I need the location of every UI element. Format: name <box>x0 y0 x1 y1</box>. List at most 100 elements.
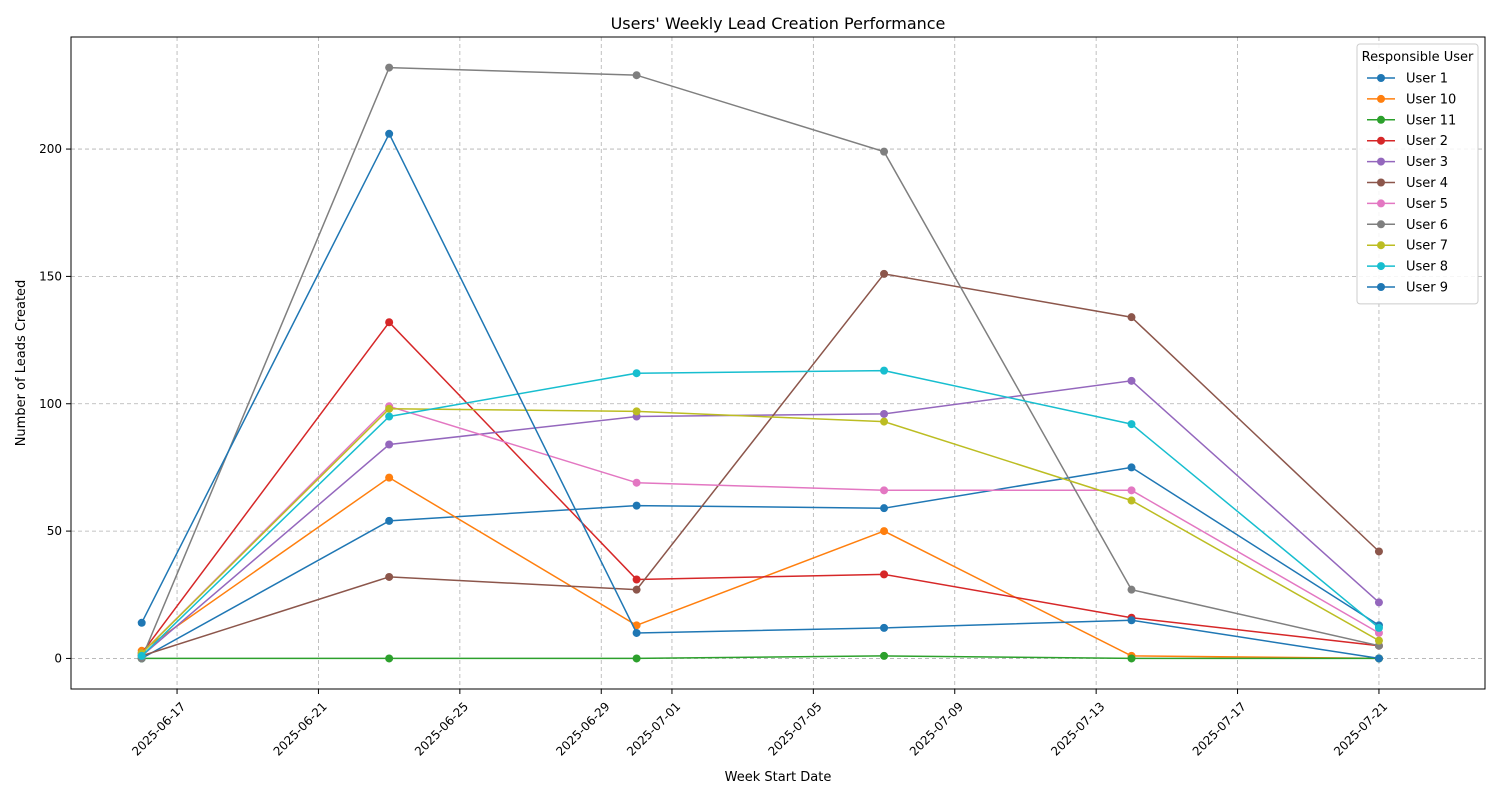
x-tick-label: 2025-07-05 <box>765 699 824 758</box>
data-point-user-11 <box>880 651 889 660</box>
x-tick-label: 2025-06-17 <box>129 699 188 758</box>
x-tick-label: 2025-07-01 <box>624 699 683 758</box>
series-line-user-8 <box>141 369 1380 657</box>
data-point-user-4 <box>1374 547 1383 556</box>
legend-item: User 3 <box>1367 155 1448 170</box>
legend-label: User 5 <box>1406 197 1448 212</box>
y-tick-label: 100 <box>39 397 62 411</box>
series-line-user-2 <box>141 321 1380 654</box>
data-point-user-10 <box>385 473 394 482</box>
data-point-user-11 <box>632 654 641 663</box>
data-point-user-4 <box>385 572 394 581</box>
legend-marker <box>1377 136 1385 145</box>
legend-marker <box>1377 157 1385 166</box>
data-point-user-9 <box>880 623 889 632</box>
x-axis-label: Week Start Date <box>725 770 832 785</box>
y-axis: 0 50 100 150 200 <box>39 142 71 665</box>
data-point-user-8 <box>137 651 146 660</box>
data-point-user-5 <box>880 486 889 495</box>
data-point-user-9 <box>1127 616 1136 625</box>
legend-item: User 10 <box>1367 92 1456 107</box>
legend-item: User 5 <box>1367 197 1448 212</box>
data-point-user-11 <box>385 654 394 663</box>
x-tick-label: 2025-06-25 <box>412 699 471 758</box>
legend-frame <box>1356 43 1479 305</box>
data-point-user-9 <box>137 618 146 627</box>
data-point-user-8 <box>385 412 394 421</box>
data-point-user-3 <box>385 440 394 449</box>
series-line-user-10 <box>141 476 1380 660</box>
data-point-user-3 <box>1374 598 1383 607</box>
x-tick-label: 2025-07-17 <box>1190 699 1249 758</box>
data-point-user-4 <box>632 585 641 594</box>
data-point-user-7 <box>1374 636 1383 645</box>
legend: Responsible User User 1 User 10 User 11 User… <box>1356 43 1479 305</box>
x-tick-label: 2025-07-13 <box>1048 699 1107 758</box>
legend-marker <box>1377 178 1385 187</box>
data-point-user-1 <box>880 504 889 513</box>
series-line-user-7 <box>141 408 1380 654</box>
data-point-user-10 <box>880 527 889 536</box>
legend-label: User 4 <box>1406 176 1448 191</box>
legend-item: User 6 <box>1367 218 1448 233</box>
series-line-user-6 <box>141 66 1380 659</box>
legend-title: Responsible User <box>1362 50 1474 65</box>
legend-item: User 4 <box>1367 176 1448 191</box>
data-point-user-5 <box>632 478 641 487</box>
data-point-user-7 <box>880 417 889 426</box>
data-point-user-4 <box>1127 313 1136 322</box>
series-user-6 <box>137 63 1383 663</box>
legend-label: User 6 <box>1406 218 1448 233</box>
legend-label: User 11 <box>1406 113 1456 128</box>
data-point-user-1 <box>385 516 394 525</box>
legend-item: User 9 <box>1367 281 1448 296</box>
data-point-user-6 <box>880 147 889 156</box>
series-line-user-3 <box>141 380 1380 657</box>
data-point-user-4 <box>880 269 889 278</box>
legend-marker <box>1377 241 1385 250</box>
x-tick-label: 2025-06-21 <box>271 699 330 758</box>
legend-label: User 9 <box>1406 281 1448 296</box>
data-point-user-9 <box>385 129 394 138</box>
data-point-user-1 <box>632 501 641 510</box>
x-tick-label: 2025-07-09 <box>907 699 966 758</box>
legend-label: User 10 <box>1406 92 1456 107</box>
data-point-user-5 <box>1127 486 1136 495</box>
data-point-user-1 <box>1127 463 1136 472</box>
legend-item: User 7 <box>1367 239 1448 254</box>
legend-marker <box>1377 74 1385 82</box>
series-user-3 <box>137 376 1383 660</box>
legend-label: User 3 <box>1406 155 1448 170</box>
legend-item: User 8 <box>1367 260 1448 275</box>
y-tick-label: 0 <box>54 651 62 665</box>
data-point-user-9 <box>632 628 641 637</box>
data-point-user-7 <box>1127 496 1136 505</box>
data-point-user-6 <box>1127 585 1136 594</box>
data-point-user-2 <box>880 570 889 579</box>
legend-label: User 8 <box>1406 260 1448 275</box>
legend-label: User 7 <box>1406 239 1448 254</box>
legend-marker <box>1377 199 1385 208</box>
series-user-1 <box>137 463 1383 663</box>
data-point-user-8 <box>1127 420 1136 429</box>
data-point-user-2 <box>385 318 394 327</box>
data-point-user-3 <box>1127 376 1136 385</box>
series-user-9 <box>137 129 1383 663</box>
data-point-user-6 <box>385 63 394 72</box>
legend-item: User 11 <box>1367 113 1456 128</box>
y-tick-label: 200 <box>39 142 62 156</box>
data-point-user-11 <box>1127 654 1136 663</box>
series-line-user-1 <box>141 466 1380 660</box>
series-user-2 <box>137 318 1383 658</box>
data-point-user-8 <box>1374 623 1383 632</box>
grid <box>71 37 1485 689</box>
x-tick-label: 2025-07-21 <box>1331 699 1390 758</box>
chart-title: Users' Weekly Lead Creation Performance <box>611 14 946 33</box>
series-user-5 <box>137 402 1383 658</box>
data-point-user-9 <box>1374 654 1383 663</box>
series-user-7 <box>137 404 1383 658</box>
series-user-8 <box>137 366 1383 660</box>
legend-marker <box>1377 115 1385 124</box>
legend-marker <box>1377 283 1385 291</box>
